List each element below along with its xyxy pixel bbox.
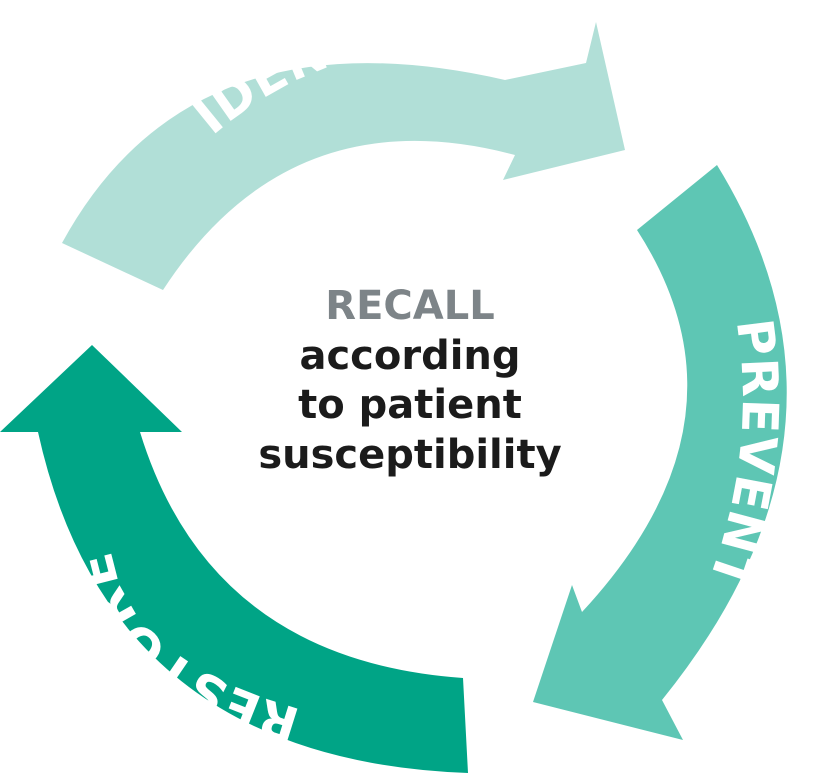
center-line-3: susceptibility [258, 431, 562, 478]
prevent-arrow [533, 165, 787, 740]
center-line-1: according [299, 332, 521, 379]
identify-arrow [62, 22, 625, 290]
restore-arrow [0, 345, 468, 773]
center-title: RECALL [325, 283, 495, 329]
center-line-2: to patient [298, 382, 522, 429]
center-text: RECALL according to patient susceptibili… [220, 282, 600, 480]
